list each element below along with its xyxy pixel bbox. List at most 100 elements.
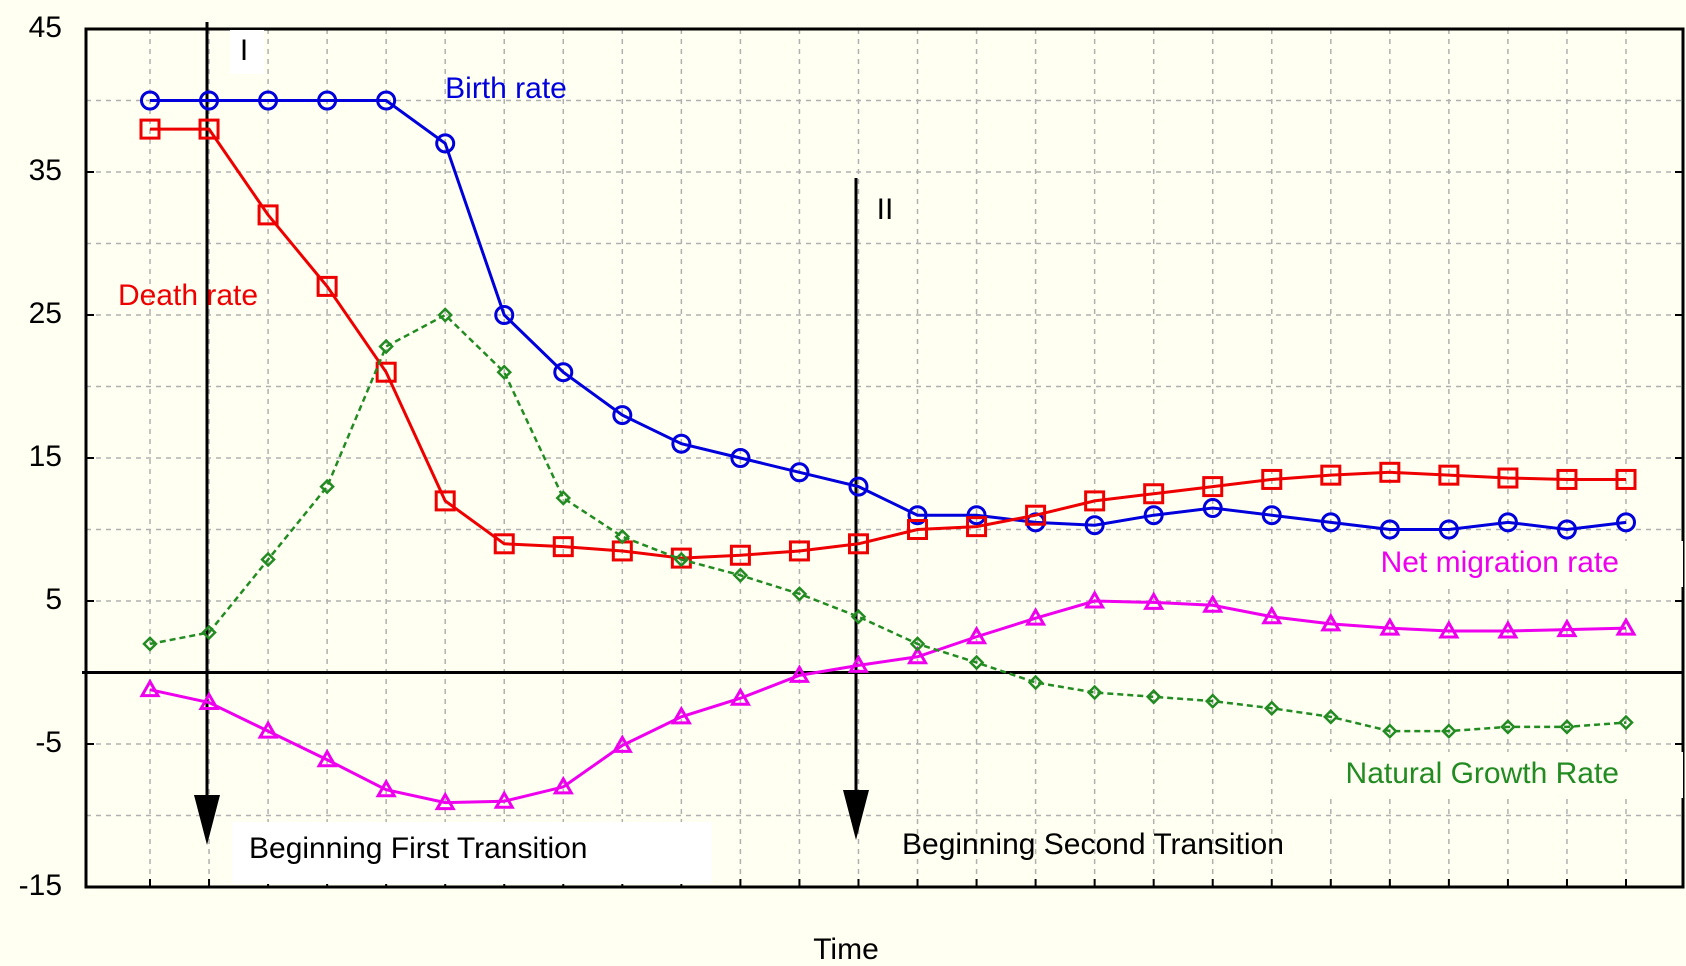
data-point [260, 551, 276, 568]
data-point [1320, 464, 1342, 486]
data-point [966, 516, 988, 538]
data-point [553, 362, 574, 383]
data-point [729, 544, 751, 566]
y-tick-label: 25 [29, 297, 62, 330]
data-point [1320, 612, 1342, 632]
data-point [1086, 684, 1103, 701]
data-point [1438, 620, 1460, 639]
data-point [552, 536, 574, 558]
arrow-head [194, 795, 220, 845]
data-point [1143, 505, 1164, 526]
data-point [258, 90, 279, 111]
data-point [199, 90, 220, 111]
annotation: I [240, 34, 248, 67]
data-point [968, 654, 985, 671]
data-point [496, 364, 513, 380]
data-point [437, 307, 453, 323]
series-label: Birth rate [445, 72, 567, 105]
data-point [1438, 464, 1460, 486]
data-point [1084, 515, 1105, 536]
data-point [1143, 591, 1165, 610]
y-tick-label: 5 [45, 583, 62, 616]
data-point [1382, 723, 1398, 739]
data-point [1438, 519, 1459, 540]
data-point [1497, 620, 1519, 639]
data-point [788, 664, 811, 683]
data-point [139, 118, 161, 140]
y-tick-label: 45 [29, 11, 62, 44]
data-point [1025, 607, 1047, 626]
data-point [1497, 512, 1518, 533]
data-point [847, 533, 869, 555]
data-point [788, 540, 810, 562]
data-point [140, 90, 160, 111]
data-point [198, 118, 220, 140]
data-point [317, 90, 338, 111]
data-point [1084, 490, 1106, 512]
y-tick-label: 35 [29, 154, 62, 187]
data-point [671, 433, 692, 454]
data-point [435, 133, 456, 154]
data-point [1261, 505, 1282, 526]
data-point [198, 691, 220, 711]
data-point [789, 462, 810, 483]
annotation: Beginning First Transition [249, 832, 588, 865]
data-point [1556, 519, 1577, 540]
data-point [850, 608, 867, 625]
data-point [1559, 719, 1575, 735]
data-point [1202, 476, 1224, 498]
data-point [434, 490, 456, 512]
data-point [494, 305, 515, 325]
data-point [375, 778, 397, 798]
data-point [1261, 468, 1283, 490]
data-point [1497, 467, 1519, 489]
data-point [1323, 709, 1339, 725]
data-point [791, 586, 808, 602]
data-point [1616, 512, 1636, 533]
label-box [230, 30, 264, 74]
series-line [149, 599, 1627, 805]
x-axis-label: Time [813, 933, 879, 966]
data-point [257, 204, 279, 226]
data-point [1379, 519, 1400, 540]
data-point [1615, 617, 1637, 636]
data-point [1441, 723, 1457, 739]
data-point [966, 505, 987, 526]
data-point [1379, 617, 1401, 636]
data-point [730, 448, 751, 468]
data-point [1379, 461, 1401, 483]
series-line [149, 313, 1627, 733]
data-point [493, 533, 515, 555]
data-point [1025, 504, 1047, 526]
series-label: Net migration rate [1381, 546, 1619, 579]
annotation: II [877, 193, 894, 226]
label-box [1335, 541, 1683, 587]
data-point [1202, 498, 1223, 519]
data-point [909, 636, 926, 652]
data-point [670, 705, 692, 725]
data-point [1500, 719, 1516, 735]
plot-frame [84, 27, 1685, 889]
data-point [732, 567, 749, 584]
data-point [1143, 483, 1165, 505]
data-point [1615, 468, 1637, 490]
data-point [847, 654, 870, 673]
data-point [965, 625, 988, 645]
data-point [1263, 700, 1280, 717]
data-point [611, 734, 633, 753]
data-point [1556, 468, 1578, 490]
data-point [139, 678, 161, 698]
data-point [201, 624, 217, 641]
series-label: Death rate [118, 279, 258, 312]
data-point [142, 636, 158, 652]
data-point [257, 720, 279, 739]
data-point [555, 490, 572, 506]
data-point [316, 275, 338, 297]
data-point [1261, 605, 1283, 625]
data-point [612, 405, 633, 426]
data-point [1202, 594, 1224, 613]
data-point [1084, 589, 1106, 609]
data-point [729, 687, 751, 706]
data-point [316, 748, 338, 768]
